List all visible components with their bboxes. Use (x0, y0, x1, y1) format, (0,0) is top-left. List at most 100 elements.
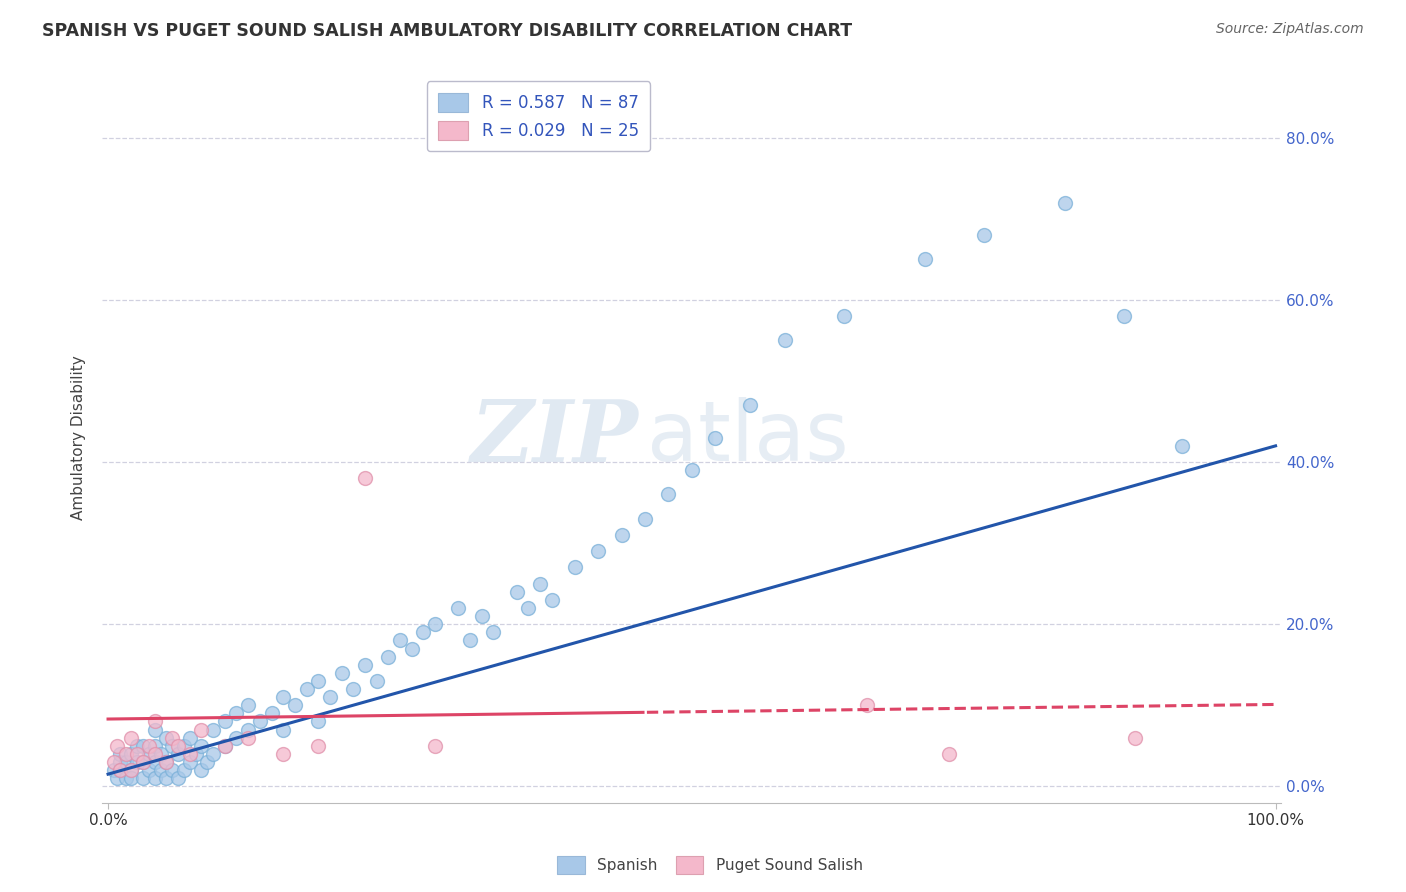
Point (120, 763, 142, 777)
Point (155, 731, 177, 745)
Point (195, 755, 218, 769)
Point (832, 309, 855, 323)
Point (482, 625, 505, 640)
Point (120, 731, 142, 745)
Point (103, 763, 125, 777)
Point (127, 747, 149, 761)
Point (149, 763, 172, 777)
Point (447, 601, 470, 615)
Point (143, 723, 166, 737)
Point (103, 755, 125, 769)
Point (634, 512, 657, 526)
Point (179, 747, 201, 761)
Point (517, 601, 540, 615)
Point (167, 739, 190, 753)
Text: atlas: atlas (647, 397, 849, 478)
Point (143, 755, 166, 769)
Point (202, 723, 225, 737)
Point (120, 771, 142, 785)
Point (295, 681, 318, 696)
Point (167, 771, 190, 785)
Point (588, 544, 610, 558)
Point (354, 657, 377, 672)
Text: SPANISH VS PUGET SOUND SALISH AMBULATORY DISABILITY CORRELATION CHART: SPANISH VS PUGET SOUND SALISH AMBULATORY… (42, 22, 852, 40)
Point (155, 755, 177, 769)
Legend: Spanish, Puget Sound Salish: Spanish, Puget Sound Salish (551, 850, 869, 880)
Point (529, 576, 551, 591)
Point (423, 617, 446, 632)
Point (307, 673, 329, 688)
Point (108, 763, 131, 777)
Point (179, 731, 201, 745)
Point (458, 633, 481, 648)
Point (132, 755, 155, 769)
Point (225, 706, 247, 721)
Point (856, 698, 879, 713)
Point (143, 747, 166, 761)
Point (173, 763, 195, 777)
Point (342, 681, 364, 696)
Point (108, 755, 131, 769)
Point (108, 763, 131, 777)
Point (173, 739, 195, 753)
Point (127, 739, 149, 753)
Point (505, 584, 527, 599)
Point (236, 731, 259, 745)
Point (190, 739, 212, 753)
Point (190, 723, 212, 737)
Point (271, 690, 294, 705)
Point (271, 723, 294, 737)
Point (184, 747, 207, 761)
Point (704, 431, 727, 445)
Point (132, 739, 155, 753)
Point (938, 747, 960, 761)
Point (236, 698, 259, 713)
Point (155, 755, 177, 769)
Point (681, 463, 703, 477)
Point (377, 649, 399, 664)
Point (319, 690, 342, 705)
Point (143, 771, 166, 785)
Text: ZIP: ZIP (471, 396, 638, 480)
Point (423, 739, 446, 753)
Point (179, 755, 201, 769)
Point (114, 747, 136, 761)
Legend: R = 0.587   N = 87, R = 0.029   N = 25: R = 0.587 N = 87, R = 0.029 N = 25 (426, 81, 651, 152)
Point (260, 706, 283, 721)
Point (162, 763, 184, 777)
Point (1125, 731, 1147, 745)
Point (138, 739, 160, 753)
Point (307, 714, 329, 729)
Point (657, 487, 679, 501)
Point (914, 252, 936, 267)
Text: Source: ZipAtlas.com: Source: ZipAtlas.com (1216, 22, 1364, 37)
Point (120, 763, 142, 777)
Point (330, 665, 353, 680)
Point (132, 755, 155, 769)
Point (138, 747, 160, 761)
Point (149, 747, 172, 761)
Point (162, 739, 184, 753)
Point (214, 714, 236, 729)
Point (236, 723, 259, 737)
Point (564, 560, 586, 574)
Point (132, 771, 155, 785)
Point (167, 747, 190, 761)
Point (1054, 195, 1077, 210)
Point (773, 334, 796, 348)
Point (366, 673, 388, 688)
Point (225, 731, 247, 745)
Point (412, 625, 434, 640)
Point (249, 714, 271, 729)
Point (138, 763, 160, 777)
Point (610, 528, 633, 542)
Point (127, 755, 149, 769)
Point (401, 641, 423, 656)
Point (155, 771, 177, 785)
Point (162, 731, 184, 745)
Point (114, 755, 136, 769)
Point (190, 763, 212, 777)
Point (740, 398, 762, 412)
Point (1112, 309, 1135, 323)
Point (471, 609, 494, 624)
